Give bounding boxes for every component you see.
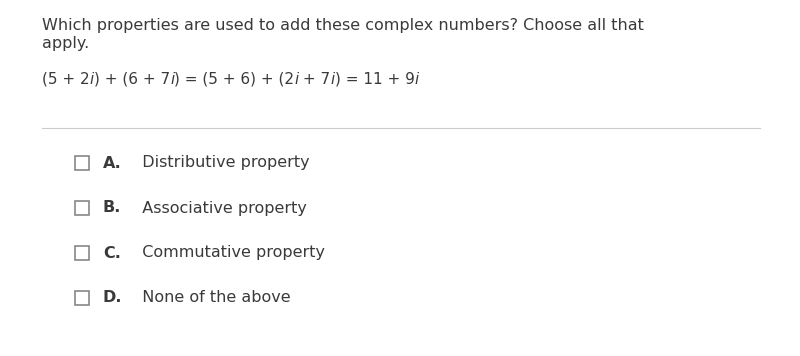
- Text: + 7: + 7: [298, 72, 330, 87]
- Text: A.: A.: [103, 156, 122, 171]
- Text: i: i: [170, 72, 174, 87]
- Text: ) = (5 + 6) + (2: ) = (5 + 6) + (2: [174, 72, 294, 87]
- Text: Which properties are used to add these complex numbers? Choose all that: Which properties are used to add these c…: [42, 18, 644, 33]
- Text: B.: B.: [103, 200, 122, 215]
- Text: (5 + 2: (5 + 2: [42, 72, 90, 87]
- FancyBboxPatch shape: [75, 156, 89, 170]
- Text: C.: C.: [103, 246, 121, 261]
- FancyBboxPatch shape: [75, 291, 89, 305]
- Text: i: i: [330, 72, 335, 87]
- Text: apply.: apply.: [42, 36, 90, 51]
- Text: i: i: [90, 72, 94, 87]
- FancyBboxPatch shape: [75, 201, 89, 215]
- Text: i: i: [294, 72, 298, 87]
- FancyBboxPatch shape: [75, 246, 89, 260]
- Text: i: i: [414, 72, 419, 87]
- Text: D.: D.: [103, 290, 122, 305]
- Text: ) = 11 + 9: ) = 11 + 9: [335, 72, 414, 87]
- Text: Commutative property: Commutative property: [132, 246, 325, 261]
- Text: ) + (6 + 7: ) + (6 + 7: [94, 72, 170, 87]
- Text: Associative property: Associative property: [132, 200, 307, 215]
- Text: None of the above: None of the above: [132, 290, 290, 305]
- Text: Distributive property: Distributive property: [132, 156, 310, 171]
